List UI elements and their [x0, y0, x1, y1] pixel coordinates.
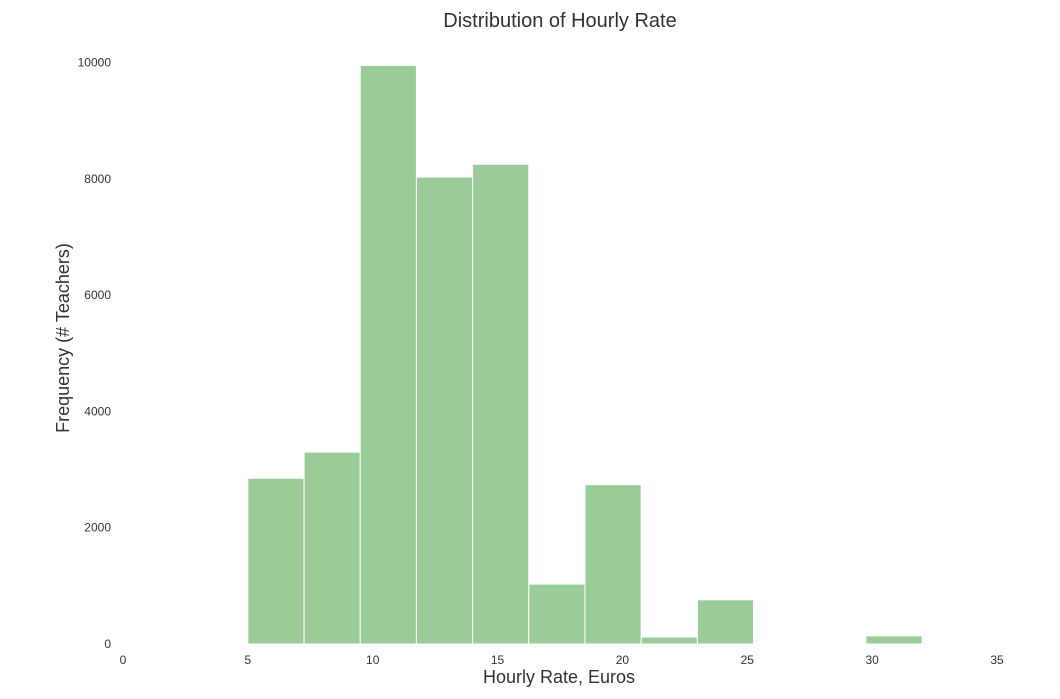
- x-tick-label: 15: [491, 653, 505, 667]
- histogram-bar-12: [865, 635, 923, 645]
- histogram-bar-1: [247, 477, 305, 645]
- y-tick-label: 6000: [84, 288, 111, 302]
- histogram-bar-2: [303, 451, 361, 645]
- y-tick-label: 2000: [84, 521, 111, 535]
- x-tick-label: 10: [366, 653, 380, 667]
- x-tick-label: 20: [616, 653, 630, 667]
- histogram-bar-7: [584, 484, 642, 645]
- histogram-bar-11: [809, 642, 867, 645]
- histogram-bar-13: [921, 642, 979, 645]
- histogram-bar-6: [528, 583, 586, 645]
- bars-group: [247, 64, 979, 645]
- y-tick-label: 8000: [84, 172, 111, 186]
- y-tick-labels: 0 2000 4000 6000 8000 10000: [78, 56, 112, 652]
- histogram-bar-3: [359, 64, 417, 645]
- x-axis-label: Hourly Rate, Euros: [483, 667, 635, 687]
- x-tick-label: 35: [990, 653, 1004, 667]
- histogram-bar-5: [472, 163, 530, 645]
- histogram-bar-8: [640, 636, 698, 645]
- x-tick-labels: 0 5 10 15 20 25 30 35: [120, 653, 1004, 667]
- histogram-bar-9: [696, 599, 755, 645]
- x-tick-label: 25: [741, 653, 755, 667]
- x-tick-label: 30: [865, 653, 879, 667]
- y-tick-label: 10000: [78, 56, 112, 70]
- histogram-bar-10: [753, 642, 811, 645]
- chart-title: Distribution of Hourly Rate: [443, 10, 676, 32]
- histogram-bar-4: [415, 176, 474, 645]
- y-tick-label: 0: [104, 637, 111, 651]
- x-tick-label: 0: [120, 653, 127, 667]
- y-axis-label: Frequency (# Teachers): [53, 243, 73, 433]
- y-tick-label: 4000: [84, 404, 111, 418]
- x-tick-label: 5: [245, 653, 252, 667]
